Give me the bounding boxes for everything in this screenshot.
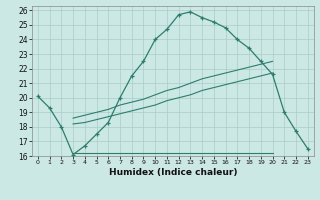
X-axis label: Humidex (Indice chaleur): Humidex (Indice chaleur) <box>108 168 237 177</box>
